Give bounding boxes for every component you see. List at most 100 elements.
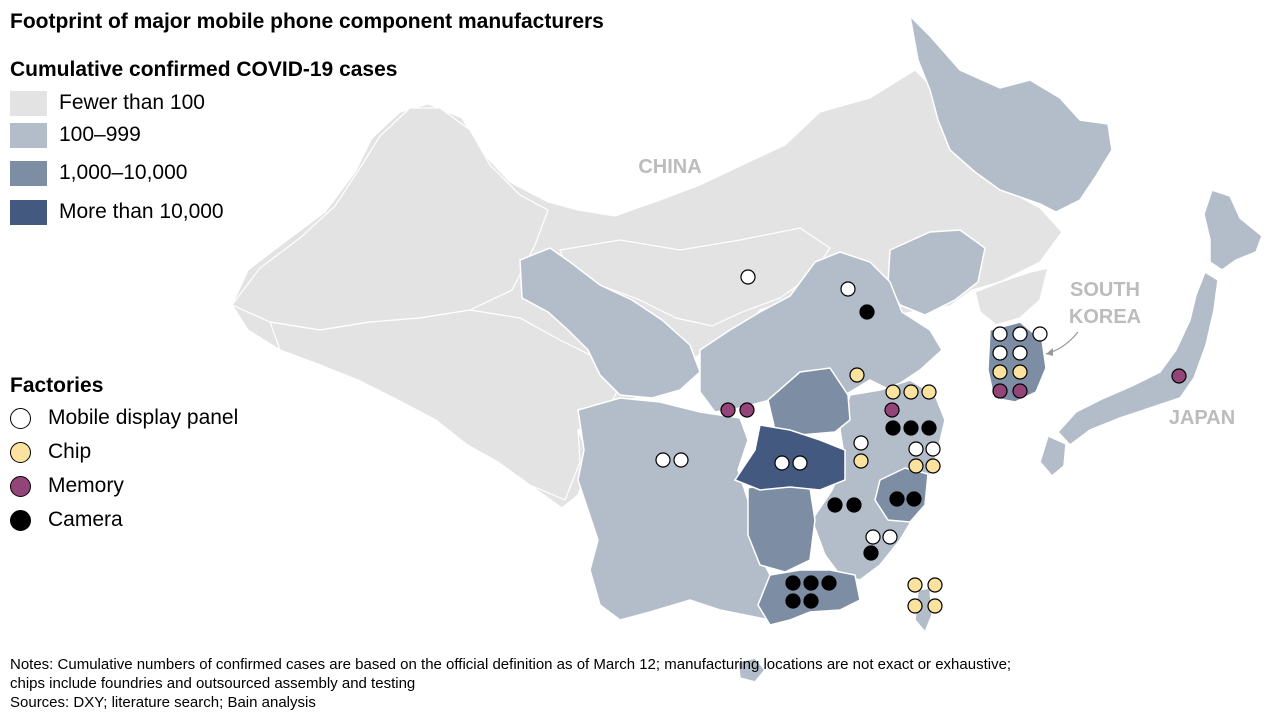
factory-chip-dot xyxy=(903,384,919,400)
factory-memory-dot xyxy=(992,383,1008,399)
factory-display-dot xyxy=(1032,326,1048,342)
factory-memory-dot xyxy=(739,402,755,418)
region-gansu xyxy=(519,247,701,399)
factory-legend-label: Memory xyxy=(48,474,124,497)
region-taiwan xyxy=(914,587,933,634)
factory-chip-dot xyxy=(921,384,937,400)
factory-display-dot xyxy=(792,455,808,471)
factory-display-dot xyxy=(774,455,790,471)
region-hainan xyxy=(737,657,766,683)
factory-chip-dot xyxy=(853,453,869,469)
factory-legend-label: Mobile display panel xyxy=(48,406,239,429)
factory-chip-dot xyxy=(992,364,1008,380)
factory-display-dot xyxy=(673,452,689,468)
notes-line-1: Notes: Cumulative numbers of confirmed c… xyxy=(10,656,1012,673)
label-south-korea-line2: KOREA xyxy=(1069,306,1141,328)
factory-chip-dot xyxy=(927,577,943,593)
legend-item-1000-10000: 1,000–10,000 xyxy=(10,160,187,186)
factory-camera-dot xyxy=(803,593,819,609)
factory-display-dot xyxy=(740,269,756,285)
factory-display-dot xyxy=(992,326,1008,342)
factory-chip-dot xyxy=(907,577,923,593)
factory-camera-dot xyxy=(803,575,819,591)
sources-line: Sources: DXY; literature search; Bain an… xyxy=(10,694,316,711)
factory-display-dot xyxy=(1012,326,1028,342)
south-korea-pointer-head xyxy=(1046,348,1053,356)
legend-item-100-999: 100–999 xyxy=(10,122,141,148)
factories-legend-title: Factories xyxy=(10,374,104,397)
factory-camera-dot xyxy=(863,545,879,561)
factory-camera-dot xyxy=(859,304,875,320)
factory-memory-dot xyxy=(884,402,900,418)
factory-camera-dot xyxy=(821,575,837,591)
region-northeast xyxy=(908,13,1113,213)
display-panel-dot-icon xyxy=(10,407,31,429)
factory-chip-dot xyxy=(908,458,924,474)
factory-memory-dot xyxy=(1171,368,1187,384)
factory-camera-dot xyxy=(785,593,801,609)
factory-chip-dot xyxy=(1012,364,1028,380)
factory-display-dot xyxy=(908,441,924,457)
label-south-korea-line1: SOUTH xyxy=(1070,279,1140,301)
factory-camera-dot xyxy=(846,497,862,513)
legend-item-fewer-than-100: Fewer than 100 xyxy=(10,90,205,116)
factory-memory-dot xyxy=(1012,383,1028,399)
region-south-korea xyxy=(987,321,1047,403)
factory-display-dot xyxy=(840,281,856,297)
factory-display-dot xyxy=(655,452,671,468)
factory-memory-dot xyxy=(720,402,736,418)
legend-item-more-than-10000: More than 10,000 xyxy=(10,199,224,225)
camera-dot-icon xyxy=(10,509,31,531)
region-north-china xyxy=(699,251,943,413)
region-japan-kyushu xyxy=(1039,434,1067,478)
factory-legend-camera: Camera xyxy=(10,508,123,532)
factory-legend-memory: Memory xyxy=(10,474,124,498)
legend-label: 1,000–10,000 xyxy=(59,161,188,184)
region-japan-honshu xyxy=(1056,270,1219,447)
factory-camera-dot xyxy=(921,420,937,436)
region-japan-hokkaido xyxy=(1203,189,1263,271)
notes: Notes: Cumulative numbers of confirmed c… xyxy=(10,655,1011,712)
factory-display-dot xyxy=(865,529,881,545)
legend-swatch xyxy=(10,122,47,148)
factory-display-dot xyxy=(1012,345,1028,361)
legend-swatch xyxy=(10,199,47,225)
factory-legend-label: Chip xyxy=(48,440,92,463)
factory-legend-chip: Chip xyxy=(10,440,91,464)
legend-swatch xyxy=(10,160,47,186)
factory-camera-dot xyxy=(885,420,901,436)
factory-markers xyxy=(655,269,1187,614)
factory-camera-dot xyxy=(827,497,843,513)
factory-camera-dot xyxy=(903,420,919,436)
legend-swatch xyxy=(10,90,47,116)
label-japan: JAPAN xyxy=(1169,407,1235,429)
chip-dot-icon xyxy=(10,441,31,463)
factory-display-dot xyxy=(853,435,869,451)
factory-camera-dot xyxy=(785,575,801,591)
factory-display-dot xyxy=(992,345,1008,361)
region-tibet xyxy=(269,309,621,501)
legend-label: More than 10,000 xyxy=(59,200,224,223)
region-inner-mongolia xyxy=(559,227,831,327)
region-north-korea xyxy=(974,267,1050,326)
legend-title: Cumulative confirmed COVID-19 cases xyxy=(10,58,398,81)
region-hunan xyxy=(747,479,816,573)
factory-camera-dot xyxy=(906,491,922,507)
legend-label: 100–999 xyxy=(59,123,141,146)
region-southwest xyxy=(577,397,792,621)
factory-chip-dot xyxy=(925,458,941,474)
notes-line-2: chips include foundries and outsourced a… xyxy=(10,675,416,692)
factory-chip-dot xyxy=(885,384,901,400)
factory-display-dot xyxy=(925,441,941,457)
factory-chip-dot xyxy=(907,598,923,614)
legend-label: Fewer than 100 xyxy=(59,91,205,114)
memory-dot-icon xyxy=(10,475,31,497)
factory-display-dot xyxy=(882,529,898,545)
factory-chip-dot xyxy=(849,367,865,383)
region-hubei xyxy=(733,424,846,491)
factory-camera-dot xyxy=(889,491,905,507)
factory-legend-display: Mobile display panel xyxy=(10,406,238,430)
label-china: CHINA xyxy=(638,156,701,178)
factory-legend-label: Camera xyxy=(48,508,123,531)
